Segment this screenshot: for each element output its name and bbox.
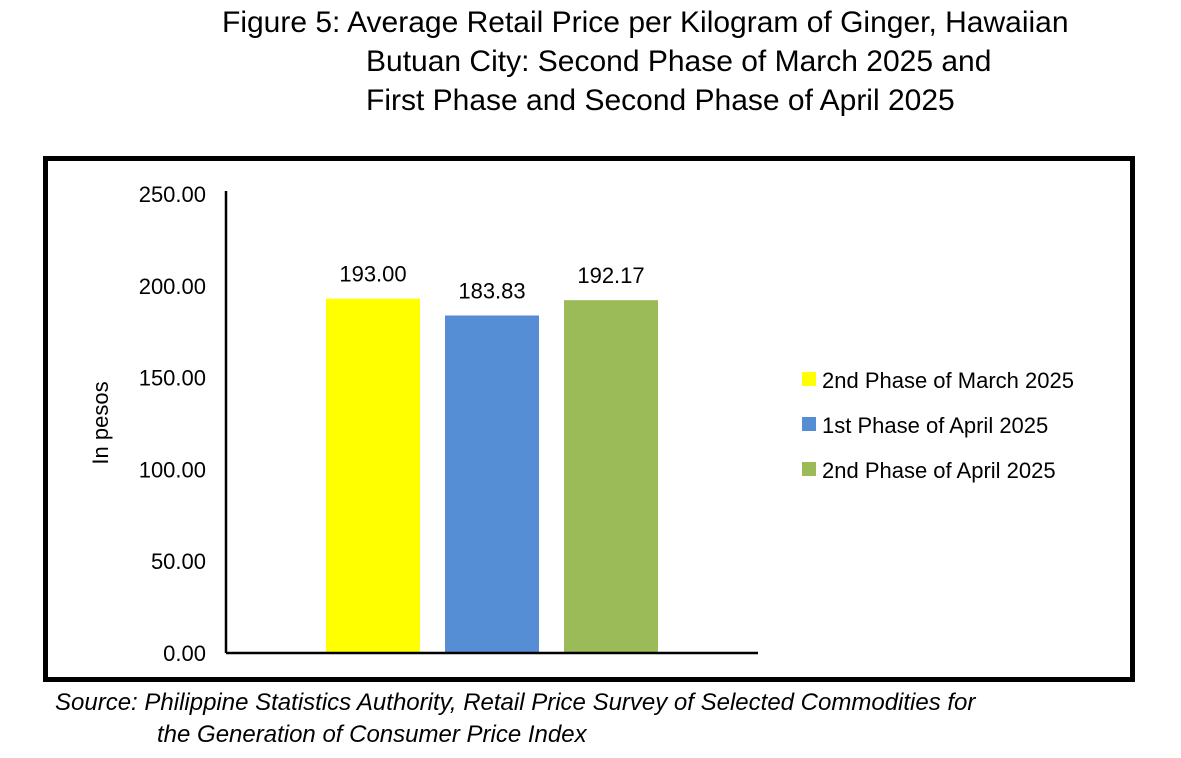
- bar-value-label: 193.00: [339, 262, 406, 287]
- axes: [224, 191, 758, 655]
- y-tick-label: 150.00: [139, 366, 206, 391]
- legend-label: 1st Phase of April 2025: [822, 413, 1048, 438]
- chart-frame: 0.00 50.00 100.00 150.00 200.00 250.00 In pes…: [43, 156, 1135, 682]
- chart-title-line-2: Butuan City: Second Phase of March 2025 …: [366, 45, 992, 78]
- bar-chart: 0.00 50.00 100.00 150.00 200.00 250.00 In pes…: [88, 182, 1074, 666]
- bar-value-label: 183.83: [458, 278, 525, 303]
- y-axis-ticks: 0.00 50.00 100.00 150.00 200.00 250.00: [139, 182, 206, 666]
- chart-title-line-3: First Phase and Second Phase of April 20…: [366, 84, 955, 117]
- legend-swatch: [802, 417, 816, 431]
- bar-value-label: 192.17: [577, 263, 644, 288]
- y-tick-label: 100.00: [139, 457, 206, 482]
- bars: 193.00 183.83 192.17: [326, 262, 658, 653]
- y-tick-label: 0.00: [163, 641, 206, 666]
- y-axis-label: In pesos: [88, 381, 113, 464]
- legend: 2nd Phase of March 2025 1st Phase of Apri…: [802, 368, 1074, 483]
- y-tick-label: 50.00: [151, 549, 206, 574]
- y-tick-label: 250.00: [139, 182, 206, 207]
- chart-title-line-1: Figure 5: Average Retail Price per Kilog…: [222, 6, 1069, 39]
- source-note-line-1: Source: Philippine Statistics Authority,…: [55, 689, 976, 716]
- bar: [326, 298, 420, 653]
- legend-swatch: [802, 372, 816, 386]
- source-note-line-2: the Generation of Consumer Price Index: [157, 721, 587, 748]
- legend-label: 2nd Phase of April 2025: [822, 458, 1056, 483]
- legend-label: 2nd Phase of March 2025: [822, 368, 1074, 393]
- y-tick-label: 200.00: [139, 274, 206, 299]
- bar: [564, 300, 658, 653]
- legend-swatch: [802, 462, 816, 476]
- bar: [445, 315, 539, 653]
